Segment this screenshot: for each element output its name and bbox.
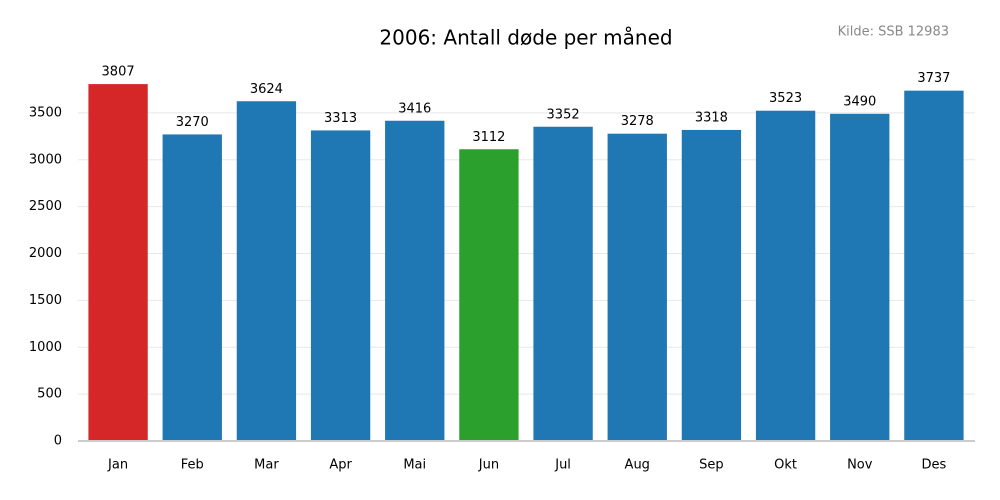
bar	[162, 134, 222, 441]
x-tick-label: Apr	[329, 458, 352, 473]
y-tick-label: 3500	[29, 105, 62, 120]
y-tick-label: 1000	[29, 340, 62, 355]
x-tick-label: Jan	[107, 458, 128, 473]
y-tick-label: 0	[54, 434, 62, 449]
value-label: 3112	[472, 130, 505, 145]
value-label: 3278	[621, 114, 654, 129]
bar	[681, 129, 742, 441]
value-label: 3318	[695, 110, 728, 125]
value-label: 3624	[250, 82, 283, 97]
x-tick-label: Sep	[699, 458, 724, 473]
y-tick-label: 2000	[29, 246, 62, 261]
x-tick-label: Mar	[254, 458, 279, 473]
x-tick-label: Feb	[181, 458, 204, 473]
x-tick-label: Mai	[403, 458, 426, 473]
x-tick-label: Jul	[554, 458, 571, 473]
bar	[533, 126, 593, 441]
bar	[830, 113, 890, 441]
x-tick-label: Nov	[847, 458, 873, 473]
value-label: 3416	[398, 101, 431, 116]
value-label: 3807	[102, 65, 135, 80]
x-tick-label: Jun	[478, 458, 499, 473]
x-tick-label: Okt	[774, 458, 797, 473]
value-label: 3490	[843, 94, 876, 109]
y-tick-label: 3000	[29, 152, 62, 167]
value-label: 3270	[176, 115, 209, 130]
y-tick-label: 500	[37, 387, 62, 402]
bar	[755, 110, 816, 441]
bar	[459, 149, 519, 441]
value-label: 3313	[324, 111, 357, 126]
y-tick-label: 2500	[29, 199, 62, 214]
y-tick-label: 1500	[29, 293, 62, 308]
bar	[88, 84, 148, 441]
bar	[904, 90, 964, 441]
source-note: Kilde: SSB 12983	[838, 25, 949, 40]
value-label: 3352	[547, 107, 580, 122]
chart-title: 2006: Antall døde per måned	[379, 26, 672, 50]
x-tick-label: Des	[922, 458, 947, 473]
bar	[385, 120, 445, 441]
value-label: 3737	[917, 71, 950, 86]
bar	[310, 130, 371, 441]
bar	[607, 133, 667, 441]
bar	[236, 101, 297, 441]
value-label: 3523	[769, 91, 802, 106]
x-tick-label: Aug	[625, 458, 650, 473]
